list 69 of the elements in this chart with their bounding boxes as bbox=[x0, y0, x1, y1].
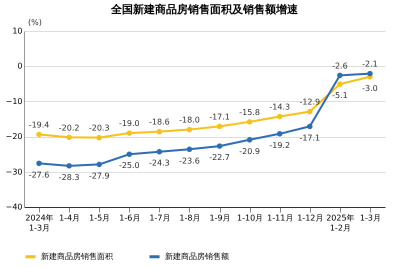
chart-title: 全国新建商品房销售面积及销售额增速 bbox=[110, 3, 299, 16]
data-label: -17.1 bbox=[209, 112, 230, 122]
point bbox=[216, 143, 222, 149]
data-label: -19.2 bbox=[269, 140, 290, 150]
data-label: -3.0 bbox=[362, 84, 378, 93]
point bbox=[307, 124, 313, 130]
point bbox=[186, 146, 192, 152]
data-label: -23.6 bbox=[179, 156, 200, 166]
x-tick-label: 2025年 1-2月 bbox=[326, 214, 355, 232]
y-tick-label: −40 bbox=[6, 202, 22, 212]
y-tick-label: −30 bbox=[6, 167, 22, 176]
data-label: -24.3 bbox=[149, 158, 170, 168]
x-tick-label: 1-12月 bbox=[297, 214, 324, 222]
point bbox=[126, 130, 132, 136]
point bbox=[337, 72, 343, 78]
point bbox=[96, 162, 102, 168]
x-tick-label: 1-9月 bbox=[210, 214, 231, 222]
legend-label: 新建商品房销售额 bbox=[165, 252, 229, 261]
data-label: -25.0 bbox=[118, 161, 140, 170]
point bbox=[66, 134, 72, 140]
data-label: -27.9 bbox=[88, 171, 110, 180]
y-axis-title: (%) bbox=[28, 18, 42, 27]
x-tick-label: 1-7月 bbox=[149, 214, 170, 222]
point bbox=[307, 108, 313, 114]
data-label: -5.1 bbox=[332, 91, 348, 100]
point bbox=[96, 134, 102, 140]
x-tick-label: 1-6月 bbox=[119, 214, 140, 222]
data-label: -20.3 bbox=[88, 124, 110, 133]
y-tick-label: −10 bbox=[6, 96, 22, 106]
data-label: -22.7 bbox=[209, 153, 230, 162]
data-label: -27.6 bbox=[28, 170, 50, 180]
data-label: -14.3 bbox=[269, 102, 290, 112]
point bbox=[36, 132, 42, 138]
data-label: -17.1 bbox=[299, 133, 320, 142]
point bbox=[337, 81, 343, 87]
x-tick-label: 1-11月 bbox=[267, 214, 294, 222]
data-label: -12.9 bbox=[299, 98, 320, 107]
data-label: -18.0 bbox=[179, 116, 200, 125]
data-label: -19.4 bbox=[28, 120, 50, 130]
point bbox=[156, 128, 162, 134]
y-tick-label: 10 bbox=[12, 26, 22, 36]
point bbox=[276, 131, 282, 137]
x-tick-label: 1-3月 bbox=[360, 214, 381, 222]
data-label: -2.1 bbox=[362, 60, 378, 69]
data-label: -18.6 bbox=[149, 118, 170, 127]
point bbox=[156, 149, 162, 154]
x-tick-label: 1-8月 bbox=[179, 214, 200, 222]
data-label: -19.0 bbox=[118, 119, 140, 128]
point bbox=[36, 160, 42, 166]
point bbox=[246, 137, 252, 142]
point bbox=[126, 151, 132, 157]
point bbox=[367, 70, 373, 76]
point bbox=[186, 126, 192, 132]
data-label: -15.8 bbox=[239, 108, 260, 117]
data-label: -2.6 bbox=[332, 61, 348, 70]
y-tick-label: −20 bbox=[6, 132, 22, 142]
point bbox=[216, 124, 222, 130]
data-label: -20.2 bbox=[58, 123, 80, 132]
point bbox=[276, 114, 282, 120]
x-tick-label: 1-10月 bbox=[237, 214, 264, 222]
x-tick-label: 2024年 1-3月 bbox=[25, 214, 54, 232]
y-tick-label: 0 bbox=[17, 62, 22, 71]
data-label: -28.3 bbox=[58, 172, 80, 182]
data-label: -20.9 bbox=[239, 146, 260, 156]
x-tick-label: 1-4月 bbox=[59, 214, 80, 222]
legend-label: 新建商品房销售面积 bbox=[41, 252, 113, 261]
x-tick-label: 1-5月 bbox=[89, 214, 110, 222]
point bbox=[66, 163, 72, 169]
point bbox=[246, 119, 252, 125]
